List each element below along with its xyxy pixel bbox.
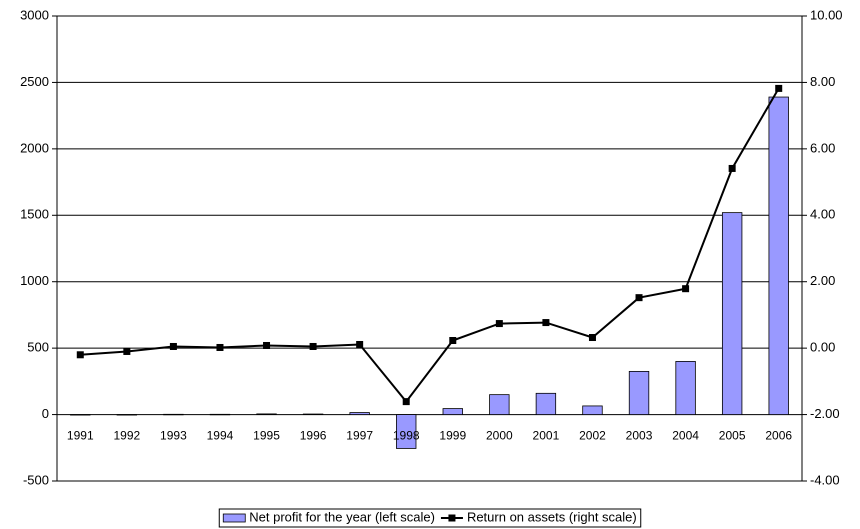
x-tick-label: 1996 (300, 429, 327, 443)
bar (535, 392, 557, 415)
marker (309, 342, 317, 350)
bar (163, 413, 184, 416)
bar (70, 414, 91, 416)
y2-tick-label: 8.00 (810, 74, 835, 89)
x-tick-label: 1994 (207, 429, 234, 443)
x-tick-label: 1999 (439, 429, 466, 443)
bar (116, 414, 138, 416)
legend-marker (448, 514, 456, 522)
marker (449, 337, 457, 345)
y-tick-label: 2500 (20, 74, 49, 89)
x-tick-label: 1995 (253, 429, 280, 443)
y-tick-label: 3000 (20, 7, 49, 22)
y-tick-label: 500 (27, 340, 49, 355)
marker (356, 340, 364, 348)
x-tick-label: 2005 (719, 429, 746, 443)
marker (76, 351, 84, 359)
y2-tick-label: 4.00 (810, 207, 835, 222)
bar (442, 408, 463, 415)
marker (495, 320, 503, 328)
marker (216, 343, 224, 351)
x-tick-label: 2003 (626, 429, 653, 443)
marker (728, 164, 736, 172)
x-tick-label: 1992 (113, 429, 140, 443)
legend (218, 508, 642, 528)
bar (582, 405, 603, 415)
bar (768, 96, 789, 415)
legend-label: Net profit for the year (left scale) (249, 509, 435, 524)
legend-label: Return on assets (right scale) (467, 509, 637, 524)
y-tick-label: 2000 (20, 140, 49, 155)
x-tick-label: 1998 (393, 429, 420, 443)
y2-tick-label: -4.00 (810, 472, 840, 487)
x-tick-label: 1993 (160, 429, 187, 443)
x-tick-label: 2002 (579, 429, 606, 443)
marker (402, 398, 410, 406)
x-tick-label: 2000 (486, 429, 513, 443)
y2-tick-label: -2.00 (810, 406, 840, 421)
x-tick-label: 2001 (533, 429, 560, 443)
marker (682, 285, 690, 293)
y2-tick-label: 10.00 (810, 7, 843, 22)
x-tick-label: 2004 (672, 429, 699, 443)
marker (775, 84, 783, 92)
bar (302, 413, 324, 415)
plot-frame (56, 15, 803, 482)
y2-tick-label: 6.00 (810, 140, 835, 155)
y-tick-label: 1500 (20, 207, 49, 222)
y2-tick-label: 0.00 (810, 340, 835, 355)
marker (635, 294, 643, 302)
marker (123, 347, 131, 355)
y-tick-label: -500 (23, 472, 49, 487)
y-tick-label: 1000 (20, 273, 49, 288)
legend-swatch (222, 513, 246, 523)
y-tick-label: 0 (42, 406, 49, 421)
marker (263, 341, 271, 349)
x-tick-label: 2006 (765, 429, 792, 443)
bar (721, 212, 743, 415)
bar (256, 413, 277, 415)
y2-tick-label: 2.00 (810, 273, 835, 288)
bar (396, 414, 417, 449)
x-tick-label: 1997 (346, 429, 373, 443)
bar (489, 394, 510, 415)
marker (542, 319, 550, 327)
bar (209, 413, 231, 416)
bar (349, 412, 370, 415)
line (80, 87, 780, 404)
x-tick-label: 1991 (67, 429, 94, 443)
bar (675, 361, 696, 415)
marker (169, 342, 177, 350)
marker (588, 334, 596, 342)
bar (628, 370, 650, 415)
